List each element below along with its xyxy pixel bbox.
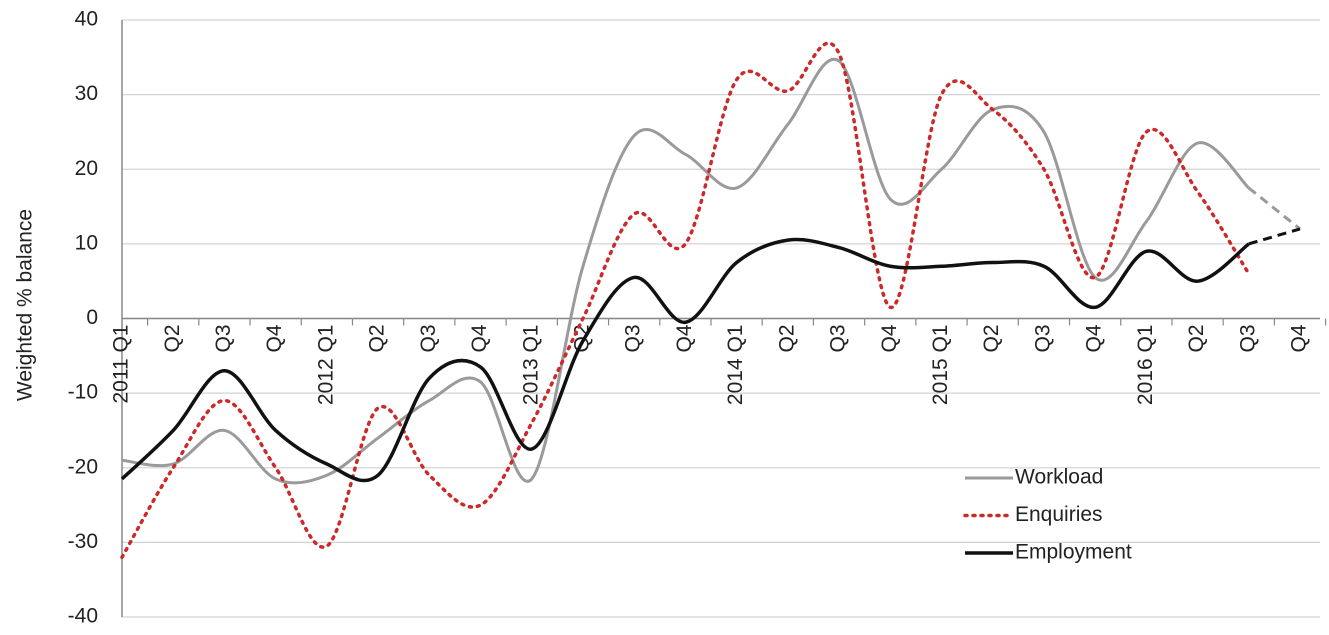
y-tick-label: -40 xyxy=(68,605,98,628)
series-line xyxy=(121,57,1250,485)
series-line xyxy=(120,41,1251,560)
x-tick-label: Q4 xyxy=(468,324,491,352)
x-tick-label: Q4 xyxy=(263,324,286,352)
x-tick-label: 2013 Q1 xyxy=(519,325,542,406)
x-tick-label: Q3 xyxy=(1031,325,1054,353)
x-tick-label: Q4 xyxy=(1083,324,1106,352)
x-tick-label: Q2 xyxy=(161,325,184,353)
series-forecast xyxy=(1248,227,1301,246)
x-tick-label: Q3 xyxy=(1236,325,1259,353)
y-tick-label: 30 xyxy=(75,82,98,105)
x-tick-label: 2014 Q1 xyxy=(724,325,747,406)
y-tick-label: -20 xyxy=(68,455,98,478)
x-tick-label: Q2 xyxy=(366,325,389,353)
y-tick-label: -10 xyxy=(68,381,98,404)
x-tick-label: Q2 xyxy=(980,325,1003,353)
y-tick-label: 0 xyxy=(86,306,98,329)
x-tick-label: Q3 xyxy=(622,325,645,353)
x-tick-label: Q3 xyxy=(827,325,850,353)
x-tick-label: 2016 Q1 xyxy=(1134,325,1157,406)
x-tick-label: Q2 xyxy=(775,325,798,353)
x-tick-label: Q4 xyxy=(878,324,901,352)
x-tick-label: Q4 xyxy=(673,324,696,352)
legend-label: Employment xyxy=(1015,541,1132,564)
x-tick-label: Q4 xyxy=(1288,324,1311,352)
x-tick-label: 2015 Q1 xyxy=(929,325,952,406)
y-tick-label: 10 xyxy=(75,231,98,254)
series-line xyxy=(120,237,1250,483)
x-tick-label: Q3 xyxy=(212,325,235,353)
y-axis-label: Weighted % balance xyxy=(14,209,37,401)
x-tick-label: Q2 xyxy=(1185,325,1208,353)
y-tick-label: 40 xyxy=(75,8,98,31)
y-tick-label: 20 xyxy=(75,157,98,180)
series-forecast xyxy=(1247,186,1301,231)
x-tick-label: 2011 Q1 xyxy=(110,325,133,404)
legend-label: Enquiries xyxy=(1015,503,1103,526)
y-tick-label: -30 xyxy=(68,530,98,553)
x-tick-label: 2012 Q1 xyxy=(314,325,337,406)
x-tick-label: Q3 xyxy=(417,325,440,353)
legend-label: Workload xyxy=(1015,466,1103,489)
